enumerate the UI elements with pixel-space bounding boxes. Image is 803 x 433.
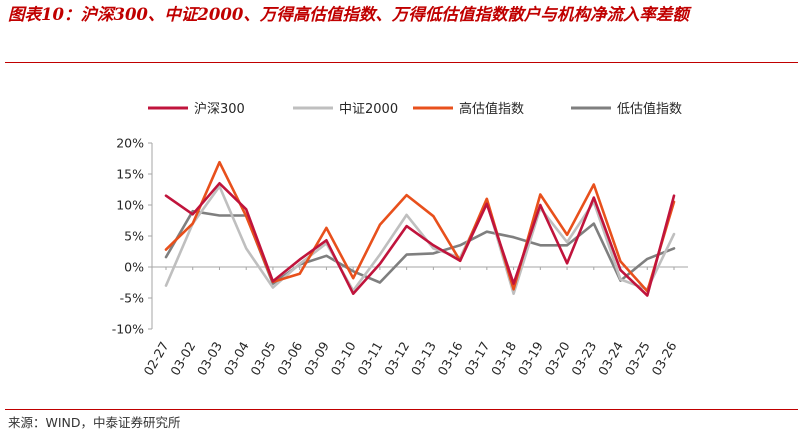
x-tick-label: 03-18: [488, 339, 519, 378]
chart-legend: 沪深300 中证2000 高估值指数 低估值指数: [148, 101, 682, 117]
chart-series-lines: [164, 160, 676, 297]
y-tick-label: 20%: [116, 136, 144, 151]
x-tick-label: 03-12: [381, 339, 412, 378]
legend-label: 低估值指数: [617, 101, 682, 117]
y-tick-label: 10%: [116, 198, 144, 213]
source-note: 来源：WIND，中泰证券研究所: [8, 415, 181, 430]
x-tick-label: 03-17: [461, 339, 492, 378]
x-tick-label: 03-26: [648, 339, 679, 378]
y-tick-label: -5%: [120, 291, 144, 306]
series-line-2: [164, 185, 676, 296]
x-tick-label: 03-04: [221, 339, 252, 378]
y-tick-label: 15%: [116, 167, 144, 182]
x-tick-label: 03-24: [595, 339, 626, 378]
legend-label: 中证2000: [339, 102, 398, 117]
x-tick-label: 03-11: [354, 339, 385, 378]
x-tick-label: 03-20: [541, 339, 572, 378]
title-rule: [5, 62, 798, 63]
x-tick-label: 03-23: [568, 339, 599, 378]
x-tick-label: 03-09: [301, 339, 332, 378]
x-tick-label: 03-06: [274, 339, 305, 378]
legend-label: 高估值指数: [459, 101, 524, 117]
series-line-4: [164, 209, 676, 286]
y-tick-label: -10%: [112, 322, 144, 337]
chart-axes: -10% -5% 0% 5% 10% 15% 20% 02-2703-0203-0303-04…: [112, 136, 688, 378]
x-tick-label: 03-13: [408, 339, 439, 378]
x-tick-label: 03-16: [435, 339, 466, 378]
source-rule: [5, 409, 798, 410]
y-tick-label: 0%: [124, 260, 144, 275]
x-tick-label: 03-19: [515, 339, 546, 378]
series-line-1: [164, 182, 676, 297]
x-tick-label: 03-10: [328, 339, 359, 378]
figure-title: 图表10：沪深300、中证2000、万得高估值指数、万得低估值指数散户与机构净流…: [8, 5, 689, 24]
x-tick-label: 03-25: [622, 339, 653, 378]
y-tick-label: 5%: [124, 229, 144, 244]
x-tick-label: 03-02: [167, 339, 198, 378]
x-tick-label: 03-05: [247, 339, 278, 378]
legend-label: 沪深300: [194, 101, 245, 117]
series-line-3: [164, 160, 676, 293]
x-tick-label: 02-27: [140, 339, 171, 378]
x-tick-label: 03-03: [194, 339, 225, 378]
